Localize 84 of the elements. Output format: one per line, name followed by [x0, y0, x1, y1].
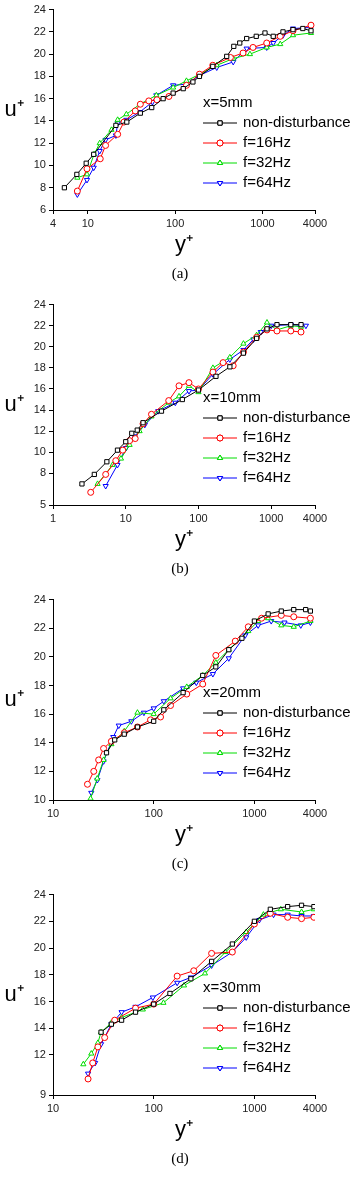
x-tick-label: 1000: [242, 806, 267, 819]
legend-label: f=16Hz: [243, 133, 291, 151]
y-tick-label: 12: [33, 1047, 46, 1060]
y-axis-title: u⁺: [4, 390, 24, 416]
legend-label: f=16Hz: [243, 723, 291, 741]
legend-title: x=30mm: [203, 978, 261, 996]
y-tick-label: 20: [33, 339, 46, 352]
legend-label: f=16Hz: [243, 1018, 291, 1036]
y-tick-label: 12: [33, 136, 46, 149]
y-tick-label: 24: [33, 2, 46, 15]
text: (b): [170, 559, 190, 578]
y-tick-label: 18: [33, 360, 46, 373]
y-tick-label: 18: [33, 967, 46, 980]
legend-label: non-disturbance: [243, 408, 351, 426]
y-tick-label: 16: [33, 91, 46, 104]
legend-label: f=32Hz: [243, 448, 291, 466]
y-tick-label: 22: [33, 621, 46, 634]
y-tick-label: 18: [33, 69, 46, 82]
y-tick-label: 22: [33, 914, 46, 927]
legend-label: non-disturbance: [243, 113, 351, 131]
x-tick-label: 4000: [302, 806, 328, 819]
y-tick-label: 20: [33, 47, 46, 60]
y-tick-label: 24: [33, 297, 46, 310]
y-tick-label: 10: [33, 793, 46, 806]
y-tick-label: 24: [33, 887, 46, 900]
y-tick-label: 16: [33, 707, 46, 720]
legend-title: x=10mm: [203, 388, 261, 406]
y-tick-label: 12: [33, 424, 46, 437]
text: (a): [170, 264, 190, 283]
legend-label: f=16Hz: [243, 428, 291, 446]
y-tick-label: 22: [33, 24, 46, 37]
x-axis-title: y⁺: [175, 1115, 193, 1141]
x-tick-label: 4: [49, 216, 57, 229]
x-axis-title: y⁺: [175, 820, 193, 846]
y-tick-label: 14: [33, 1021, 46, 1034]
legend-label: f=32Hz: [243, 1038, 291, 1056]
x-tick-label: 4000: [302, 511, 328, 524]
y-tick-label: 6: [39, 203, 46, 216]
y-axis-title: u⁺: [4, 980, 24, 1006]
y-tick-label: 8: [39, 180, 46, 193]
y-tick-label: 16: [33, 382, 46, 395]
y-tick-label: 9: [39, 1088, 46, 1101]
y-tick-label: 22: [33, 318, 46, 331]
x-tick-label: 100: [144, 1101, 163, 1114]
y-tick-label: 14: [33, 113, 46, 126]
y-tick-label: 5: [39, 498, 46, 511]
legend-label: non-disturbance: [243, 703, 351, 721]
y-tick-label: 14: [33, 735, 46, 748]
x-tick-label: 100: [165, 216, 185, 229]
y-tick-label: 24: [33, 592, 46, 605]
legend-label: f=32Hz: [243, 743, 291, 761]
legend-title: x=5mm: [203, 93, 253, 111]
y-tick-label: 10: [33, 158, 46, 171]
x-tick-label: 100: [144, 806, 163, 819]
x-tick-label: 10: [81, 216, 94, 229]
y-tick-label: 14: [33, 403, 46, 416]
y-tick-label: 16: [33, 994, 46, 1007]
y-tick-label: 18: [33, 678, 46, 691]
legend-label: f=64Hz: [243, 468, 291, 486]
legend-title: x=20mm: [203, 683, 261, 701]
x-tick-label: 1000: [250, 216, 275, 229]
legend-label: f=64Hz: [243, 763, 291, 781]
y-axis-title: u⁺: [4, 685, 24, 711]
y-tick-label: 12: [33, 764, 46, 777]
x-tick-label: 100: [189, 511, 208, 524]
legend-label: f=64Hz: [243, 1058, 291, 1076]
x-tick-label: 1000: [242, 1101, 267, 1114]
text: (d): [170, 1149, 190, 1168]
legend-label: non-disturbance: [243, 998, 351, 1016]
x-axis-title: y⁺: [175, 230, 193, 256]
y-axis-title: u⁺: [4, 95, 24, 121]
x-tick-label: 10: [119, 511, 132, 524]
legend-label: f=64Hz: [243, 173, 291, 191]
x-tick-label: 1: [49, 511, 57, 524]
x-tick-label: 1000: [258, 511, 284, 524]
legend-label: f=32Hz: [243, 153, 291, 171]
y-tick-label: 20: [33, 649, 46, 662]
y-tick-label: 10: [33, 445, 46, 458]
x-tick-label: 4000: [302, 1101, 328, 1114]
y-tick-label: 20: [33, 941, 46, 954]
text: (c): [170, 854, 190, 873]
x-axis-title: y⁺: [175, 525, 193, 551]
y-tick-label: 8: [39, 466, 46, 479]
x-tick-label: 4000: [302, 216, 328, 229]
